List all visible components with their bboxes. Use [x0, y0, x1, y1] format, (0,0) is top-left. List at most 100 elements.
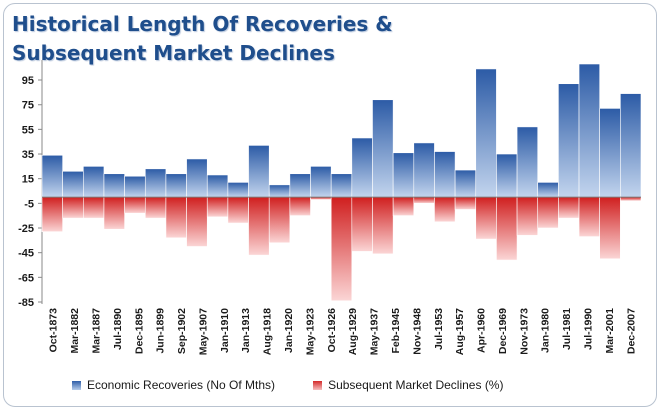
recovery-bar	[516, 126, 539, 198]
x-tick-label: May-1923	[304, 308, 316, 355]
x-tick-label: Aug-1929	[347, 308, 359, 355]
decline-bar	[372, 196, 394, 255]
recovery-bar	[392, 152, 415, 198]
recovery-bar	[599, 108, 621, 198]
y-tick-label: 75	[22, 100, 34, 112]
x-tick-label: Jul-1981	[561, 308, 573, 350]
decline-bar	[620, 196, 642, 202]
decline-bar	[227, 196, 249, 224]
legend-label-recoveries: Economic Recoveries (No Of Mths)	[87, 378, 276, 392]
chart-legend: Economic Recoveries (No Of Mths) Subsequ…	[72, 378, 503, 392]
x-tick-label: Jul-1890	[112, 308, 124, 350]
recovery-bar	[330, 173, 353, 198]
decline-bar	[62, 196, 84, 219]
recovery-bar	[475, 68, 497, 198]
recovery-bar	[496, 153, 518, 198]
chart-title-line-2: Subsequent Market Declines	[12, 41, 335, 65]
x-tick-label: Aug-1957	[454, 308, 466, 355]
y-tick-label: -25	[18, 223, 34, 235]
y-tick-label: -45	[18, 248, 34, 260]
recovery-bar	[248, 145, 270, 198]
x-tick-label: Dec-1895	[133, 308, 145, 354]
chart-title-line-1: Historical Length Of Recoveries &	[12, 12, 393, 36]
y-tick-label: 35	[22, 149, 34, 161]
decline-bar	[248, 196, 270, 256]
x-tick-label: Oct-1873	[48, 308, 60, 353]
chart-frame: Historical Length Of Recoveries & Subseq…	[3, 3, 657, 407]
decline-bar	[103, 196, 125, 230]
legend-swatch-recoveries	[72, 380, 81, 390]
decline-bar	[144, 196, 167, 219]
chart-title: Historical Length Of Recoveries & Subseq…	[12, 10, 393, 68]
recovery-bar	[454, 169, 477, 198]
decline-bar	[124, 196, 146, 214]
decline-bar	[496, 196, 518, 261]
x-tick-label: Mar-1887	[90, 308, 102, 354]
x-tick-label: Jul-1990	[583, 308, 595, 350]
decline-bar	[83, 196, 105, 219]
y-tick-label: 15	[22, 174, 34, 186]
decline-bar	[537, 196, 559, 229]
recovery-bar	[434, 151, 456, 198]
recovery-bar	[351, 137, 373, 198]
recovery-bar	[227, 182, 249, 198]
x-tick-label: Jan-1980	[540, 308, 552, 353]
decline-bar	[330, 196, 353, 302]
decline-bar	[558, 196, 580, 219]
recovery-bar	[620, 93, 642, 198]
recovery-bar	[372, 99, 394, 198]
decline-bar	[454, 196, 477, 210]
x-tick-label: Mar-1882	[69, 308, 81, 354]
x-tick-label: Jun-1899	[155, 308, 167, 354]
legend-item-recoveries: Economic Recoveries (No Of Mths)	[72, 378, 275, 392]
y-tick-label: 95	[22, 75, 34, 87]
decline-bar	[165, 196, 187, 239]
x-tick-label: Sep-1902	[176, 308, 188, 354]
recovery-bar	[206, 174, 229, 198]
legend-swatch-declines	[313, 380, 323, 390]
recovery-bar	[186, 158, 208, 198]
recovery-bar	[62, 170, 84, 198]
y-tick-label: 55	[22, 124, 34, 136]
x-tick-label: Dec-2007	[625, 308, 637, 354]
x-tick-label: Jan-1920	[283, 308, 295, 353]
x-tick-label: Feb-1945	[390, 308, 402, 354]
x-tick-label: Dec-1969	[497, 308, 509, 354]
decline-bar	[268, 196, 291, 244]
recovery-bar	[165, 173, 187, 198]
recovery-bar	[289, 173, 311, 198]
decline-bar	[413, 196, 435, 204]
recovery-bar	[41, 154, 63, 198]
x-tick-label: May-1907	[197, 308, 209, 355]
recovery-bar	[268, 184, 291, 198]
decline-bar	[289, 196, 311, 216]
x-tick-label: Aug-1918	[262, 308, 274, 355]
recovery-bar	[144, 168, 167, 198]
decline-bar	[351, 196, 373, 252]
decline-bar	[186, 196, 208, 247]
x-tick-label: Jul-1953	[433, 308, 445, 350]
y-tick-label: -65	[18, 272, 34, 284]
x-tick-label: Apr-1960	[476, 308, 488, 353]
x-tick-label: Jan-1910	[219, 308, 231, 353]
x-tick-label: Jan-1913	[240, 308, 252, 353]
decline-bar	[434, 196, 456, 223]
decline-bar	[578, 196, 600, 237]
y-tick-label: -5	[24, 198, 34, 210]
x-tick-label: Mar-2001	[604, 308, 616, 354]
decline-bar	[392, 196, 415, 216]
recovery-bar	[83, 166, 105, 198]
recovery-bar	[413, 142, 435, 198]
y-tick-label: -85	[18, 297, 34, 309]
recovery-bar	[558, 83, 580, 198]
legend-label-declines: Subsequent Market Declines (%)	[328, 378, 504, 392]
recovery-bar	[310, 166, 332, 198]
decline-bar	[206, 196, 229, 218]
legend-item-declines: Subsequent Market Declines (%)	[313, 378, 503, 392]
x-tick-label: Nov-1948	[411, 308, 423, 355]
x-tick-label: Oct-1926	[326, 308, 338, 353]
decline-bar	[516, 196, 539, 236]
x-tick-label: Nov-1973	[518, 308, 530, 355]
decline-bar	[599, 196, 621, 260]
decline-bar	[41, 196, 63, 233]
